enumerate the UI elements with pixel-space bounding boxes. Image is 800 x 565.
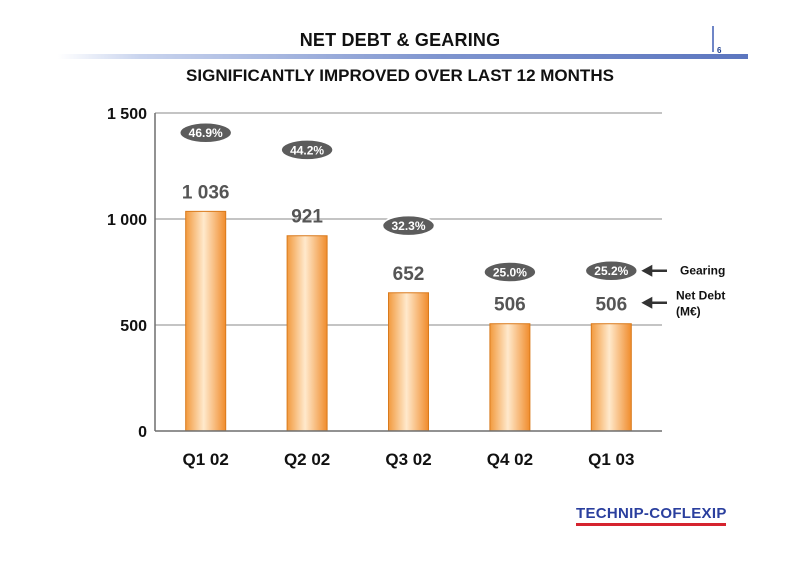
y-tick-label: 1 500: [107, 106, 147, 123]
bar-net-debt: [286, 235, 328, 432]
x-tick-label: Q1 02: [183, 450, 229, 469]
net-debt-legend-label: Net Debt: [676, 289, 725, 303]
logo-underline: [576, 523, 726, 526]
page-number: 6: [717, 46, 722, 55]
bar-net-debt: [185, 210, 227, 432]
header-rule: [58, 54, 748, 59]
net-debt-value-label: 506: [494, 295, 526, 316]
gearing-value-label: 32.3%: [391, 219, 425, 233]
y-tick-label: 1 000: [107, 212, 147, 229]
bar-net-debt: [590, 323, 632, 432]
chart-subtitle: SIGNIFICANTLY IMPROVED OVER LAST 12 MONT…: [186, 66, 614, 85]
x-tick-label: Q2 02: [284, 450, 330, 469]
x-tick-label: Q3 02: [385, 450, 431, 469]
gearing-marker: [381, 214, 436, 237]
x-tick-label: Q1 03: [588, 450, 634, 469]
gearing-marker: [483, 261, 537, 283]
net-debt-value-label: 506: [595, 295, 627, 316]
gearing-arrow-head: [641, 264, 653, 277]
gearing-value-label: 25.2%: [594, 264, 628, 278]
net-debt-value-label: 921: [291, 207, 323, 228]
net-debt-value-label: 1 036: [182, 182, 230, 203]
gearing-legend-label: Gearing: [680, 264, 725, 278]
page-number-divider: [712, 26, 714, 52]
bar-net-debt: [489, 323, 531, 432]
gearing-marker: [584, 259, 639, 282]
gearing-value-label: 44.2%: [290, 143, 324, 157]
technip-coflexip-logo: TECHNIP-COFLEXIP: [576, 505, 727, 522]
page-title: NET DEBT & GEARING: [299, 30, 501, 50]
gearing-marker: [178, 121, 233, 144]
net-debt-value-label: 652: [393, 264, 425, 285]
gearing-marker: [280, 139, 334, 161]
x-tick-label: Q4 02: [487, 450, 533, 469]
net-debt-unit-label: (M€): [676, 305, 701, 319]
gearing-value-label: 25.0%: [493, 266, 527, 280]
y-tick-label: 500: [120, 318, 147, 335]
bar-net-debt: [388, 292, 429, 432]
net-debt-arrow-head: [641, 296, 653, 309]
y-tick-label: 0: [138, 424, 147, 441]
gearing-value-label: 46.9%: [189, 126, 223, 140]
